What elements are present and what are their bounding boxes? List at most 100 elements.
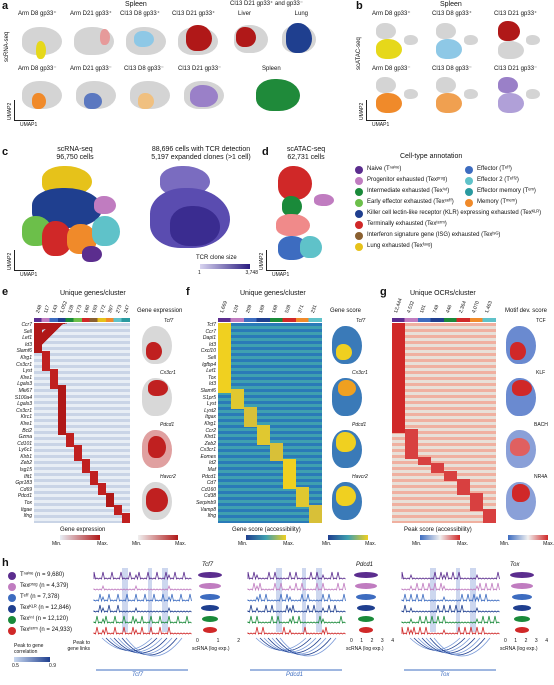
gene-label: Gpr183 [15,480,32,487]
gene-label: Klrg1 [204,420,216,427]
gene-model-label: Tcf7 [132,672,144,678]
f-cluster-bar [218,318,322,322]
g-side-range: Min. Max. [500,541,554,547]
gene-label: Ifng [207,513,216,520]
umap2-label: UMAP2 [7,252,13,270]
gene-label: Lyst [22,368,32,375]
gene-label: Id3 [209,341,216,348]
gene-label: Klrc1 [20,414,32,421]
umap-axis [14,120,34,121]
violin-xlabel: scRNA (log exp.) [500,646,538,652]
legend-label: Effector memory (Tᵉᵐ) [477,188,536,194]
coverage-track [401,571,500,581]
gene-label: Dapl1 [202,335,216,342]
gene-label: Slamf6 [200,387,216,394]
cluster-label: Texⁱⁿᵗ (n = 12,120) [20,616,69,622]
umap1-label: UMAP1 [272,272,290,278]
gene-name: Cx3cr1 [160,370,176,376]
g-colorbar-range: Min. Max. [412,541,468,547]
cluster-label: Tⁿᵃⁱᵛᵉ (n = 9,680) [20,572,65,578]
umap2-label: UMAP2 [7,102,13,120]
g-cluster-bar [392,318,496,322]
gene-label: Ifit1 [23,473,32,480]
gene-label: Eomes [200,453,216,460]
peak-gene-link [271,637,327,655]
cluster-count: 2,364 [458,300,468,315]
coverage-track [247,626,346,636]
coverage-track [247,604,346,614]
cluster-count: 168 [271,304,280,315]
gene-label: Slamf6 [16,348,32,355]
scrnaseq-ylabel: scRNA-seq [4,31,10,62]
peak-gene-link [121,637,178,656]
legend-swatch [465,165,473,174]
f-colorbar-range: Min. Max. [238,541,294,547]
expression-violin [513,605,531,611]
sample-title: Cl13 D8 gp33⁻ [124,66,164,72]
tick-label: 0 [196,638,199,644]
legend-item: Effector 2 (Tᵉᶠᶠ²) [465,175,553,186]
legend-swatch [355,220,363,229]
min-label: Min. [500,541,510,547]
f-xlabel: Gene score (accessibility) [232,527,301,533]
gene-label: Serpinb9 [195,500,216,507]
clone-min: 1 [198,270,201,276]
peak-gene-link [263,637,317,653]
panel-a-row1-titles: Arm D8 gp33⁺ Arm D21 gp33⁺ Cl13 D8 gp33⁺… [18,11,298,18]
tick-label: 2 [370,638,374,644]
tick-label: 1 [514,638,518,644]
h-cluster-row: Tᵉᶠᶠ (n = 7,378) [8,592,88,603]
cluster-label: Texᴷᴸᴿ (n = 12,846) [20,605,71,611]
cluster-count: 209 [245,304,254,315]
legend-swatch [355,198,363,207]
e-side-colorbar [138,535,178,540]
cluster-count: 248 [35,304,44,315]
tick-label: 2 [237,638,240,644]
expression-violin [202,616,218,622]
gene-label: Ccr7 [205,328,216,335]
expression-violin [357,605,375,611]
g-side-umaps: TCF KLF BACH NR4A [500,318,552,528]
peak-gene-link [429,637,486,656]
umap1-label: UMAP1 [20,272,38,278]
gene-label: Pdcd1 [17,493,32,500]
motif-name: KLF [536,370,546,376]
cluster-count: 1,463 [484,300,494,315]
legend-item: Terminally exhausted (Texᵗᵉʳᵐ) [355,219,465,230]
f-side-colorbar [328,535,368,540]
umap-plot [232,19,272,64]
gene-model-label: Tox [440,672,450,678]
tcr-clone-colorbar [200,264,250,269]
gene-label: Maf [207,467,216,474]
e-colorbar [60,535,100,540]
expression-violin [514,616,530,622]
cluster-count: 117 [43,304,52,315]
coverage-track [401,604,500,613]
coverage-track [93,571,192,581]
gene-label: Lef1 [206,368,216,375]
coverage-track [401,615,500,624]
coverage-track [247,615,346,625]
c-title-2: 88,696 cells with TCR detection 5,197 ex… [136,146,266,162]
coverage-track [93,615,192,625]
tick-label: 1 [216,638,220,644]
peak-highlight [316,568,322,632]
expression-violin [512,594,532,600]
legend-item: Early effector exhausted (Texᵉᵉᶠᶠ) [355,197,465,208]
legend-label: Killer cell lectin-like receptor (KLR) e… [367,210,542,216]
expression-violin [511,583,533,589]
umap-plot [18,19,70,64]
cluster-count: 143 [51,304,60,315]
cluster-count: 1,669 [219,300,229,315]
gene-label: Lyst [206,401,216,408]
panel-b-row2-titles: Arm D8 gp33⁻ Cl13 D8 gp33⁻ Cl13 D21 gp33… [372,66,552,73]
expression-violin [198,572,222,578]
coverage-track [247,593,346,603]
d-title-b: 62,731 cells [287,154,325,161]
umap-plot [72,73,124,118]
spleen-label-a2: Spleen [262,66,281,72]
cluster-label: Texᵖʳᵒᵍ (n = 4,379) [20,583,69,589]
umap-plot [122,19,174,64]
gene-label: Sell [207,354,216,361]
